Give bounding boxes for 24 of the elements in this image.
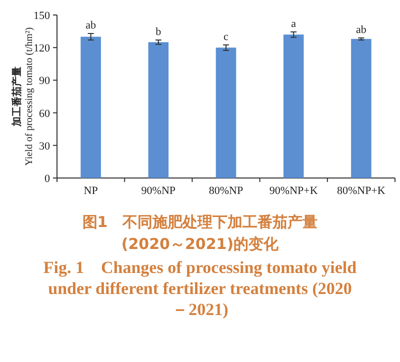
y-tick-label: 60 — [39, 108, 50, 120]
x-tick-label: 90%NP — [141, 185, 176, 197]
x-tick-label: 80%NP — [208, 185, 244, 197]
y-tick-label: 90 — [39, 75, 50, 88]
bar — [148, 42, 169, 178]
y-tick-label: 120 — [34, 42, 50, 55]
annotation: ab — [86, 19, 96, 32]
annotation: a — [291, 18, 296, 30]
bar — [80, 36, 101, 178]
bar — [283, 34, 304, 178]
annotation: b — [156, 26, 162, 38]
bar — [216, 48, 236, 178]
x-tick-label: 90%NP+K — [269, 185, 318, 197]
annotation: ab — [356, 24, 367, 36]
y-tick-label: 0 — [44, 173, 50, 185]
annotation: c — [224, 30, 229, 43]
text: Fig. 1 Changes of processing tomato yield under different fertilizer treatments (2020－2021) — [42, 257, 358, 320]
y-tick-label: 30 — [39, 140, 50, 152]
x-tick-label: NP — [84, 185, 98, 197]
bar — [351, 38, 372, 178]
text: 图1 不同施肥处理下加工番茄产量(2020～2021)的变化 — [81, 212, 319, 255]
y-axis-title: 加工番茄产量 Yield of processing tomato (t/hm²) — [11, 27, 35, 166]
y-tick-label: 150 — [34, 10, 50, 22]
x-tick-label: 80%NP+K — [337, 185, 386, 197]
